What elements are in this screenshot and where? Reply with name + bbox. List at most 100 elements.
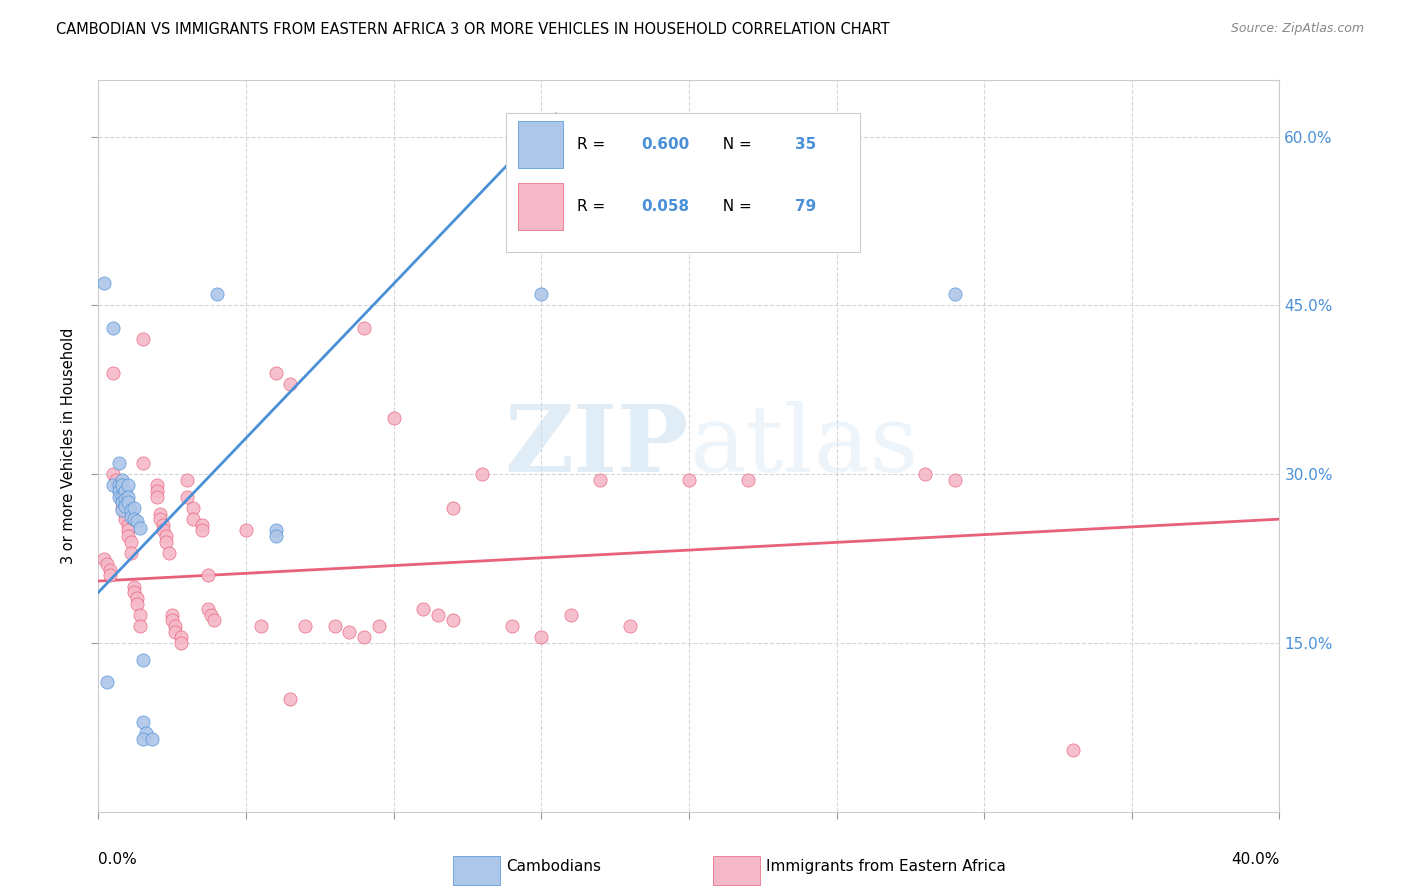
Point xyxy=(98,563,121,577)
Point xyxy=(339,624,360,639)
Point xyxy=(176,473,198,487)
Point xyxy=(191,524,214,538)
Point xyxy=(117,495,139,509)
Point xyxy=(111,490,134,504)
Y-axis label: 3 or more Vehicles in Household: 3 or more Vehicles in Household xyxy=(60,328,76,564)
Text: ZIP: ZIP xyxy=(505,401,689,491)
Point xyxy=(108,490,131,504)
Point xyxy=(165,624,187,639)
Point xyxy=(250,619,273,633)
Point xyxy=(157,546,180,560)
Text: atlas: atlas xyxy=(689,401,918,491)
Text: 0.058: 0.058 xyxy=(641,199,690,214)
Point xyxy=(146,490,169,504)
FancyBboxPatch shape xyxy=(517,120,562,168)
Point xyxy=(323,619,346,633)
Point xyxy=(162,607,183,622)
Point xyxy=(128,619,150,633)
Point xyxy=(141,731,163,746)
Point xyxy=(382,410,405,425)
Point xyxy=(181,512,204,526)
Point xyxy=(165,619,187,633)
Point xyxy=(197,602,219,616)
Point xyxy=(103,478,125,492)
Point xyxy=(111,478,134,492)
FancyBboxPatch shape xyxy=(713,855,759,885)
Point xyxy=(117,490,139,504)
Point xyxy=(132,714,155,729)
Point xyxy=(132,332,155,346)
Point xyxy=(132,653,155,667)
Point xyxy=(560,607,582,622)
Point xyxy=(1062,743,1084,757)
Point xyxy=(111,490,134,504)
Point xyxy=(152,517,174,532)
Point xyxy=(120,503,142,517)
Point xyxy=(117,524,139,538)
Point xyxy=(943,473,966,487)
Point xyxy=(135,726,157,740)
Point xyxy=(170,630,193,644)
Point xyxy=(678,473,700,487)
Point xyxy=(93,276,115,290)
Point xyxy=(125,591,148,605)
Point xyxy=(125,515,148,529)
Point xyxy=(103,366,125,380)
Point xyxy=(737,473,759,487)
Point xyxy=(149,507,172,521)
Point xyxy=(128,521,150,535)
Point xyxy=(205,287,228,301)
Point xyxy=(501,619,523,633)
Point xyxy=(181,500,204,515)
Point xyxy=(914,467,936,482)
Point xyxy=(132,731,155,746)
Point xyxy=(152,524,174,538)
Point xyxy=(530,630,553,644)
Point xyxy=(235,524,257,538)
Point xyxy=(191,517,214,532)
Point xyxy=(125,597,148,611)
Point xyxy=(278,692,302,706)
Point xyxy=(114,483,136,498)
Point xyxy=(412,602,434,616)
Point xyxy=(146,483,169,498)
Point xyxy=(103,321,125,335)
Point xyxy=(111,473,134,487)
Point xyxy=(155,534,177,549)
Point xyxy=(120,534,142,549)
Text: 40.0%: 40.0% xyxy=(1232,852,1279,867)
Point xyxy=(120,546,142,560)
Point xyxy=(117,529,139,543)
Text: 0.0%: 0.0% xyxy=(98,852,138,867)
Point xyxy=(114,491,136,506)
Point xyxy=(197,568,219,582)
Point xyxy=(114,507,136,521)
Point xyxy=(120,509,142,524)
Point xyxy=(96,675,118,690)
Point xyxy=(122,512,145,526)
Point xyxy=(471,467,494,482)
Point xyxy=(122,585,145,599)
Point xyxy=(202,614,225,628)
Point xyxy=(111,500,134,515)
Point xyxy=(114,512,136,526)
Point xyxy=(117,517,139,532)
Point xyxy=(128,607,150,622)
Point xyxy=(441,500,464,515)
Point xyxy=(117,478,139,492)
Point xyxy=(619,619,641,633)
Point xyxy=(105,473,128,487)
Point xyxy=(176,490,198,504)
Point xyxy=(162,614,183,628)
Text: 79: 79 xyxy=(796,199,817,214)
Text: R =: R = xyxy=(576,199,610,214)
Point xyxy=(264,529,287,543)
Point xyxy=(200,607,222,622)
Text: N =: N = xyxy=(713,136,756,152)
FancyBboxPatch shape xyxy=(506,113,860,252)
Point xyxy=(108,478,131,492)
Point xyxy=(278,377,302,392)
Text: CAMBODIAN VS IMMIGRANTS FROM EASTERN AFRICA 3 OR MORE VEHICLES IN HOUSEHOLD CORR: CAMBODIAN VS IMMIGRANTS FROM EASTERN AFR… xyxy=(56,22,890,37)
Point xyxy=(114,499,136,513)
Point xyxy=(98,568,121,582)
